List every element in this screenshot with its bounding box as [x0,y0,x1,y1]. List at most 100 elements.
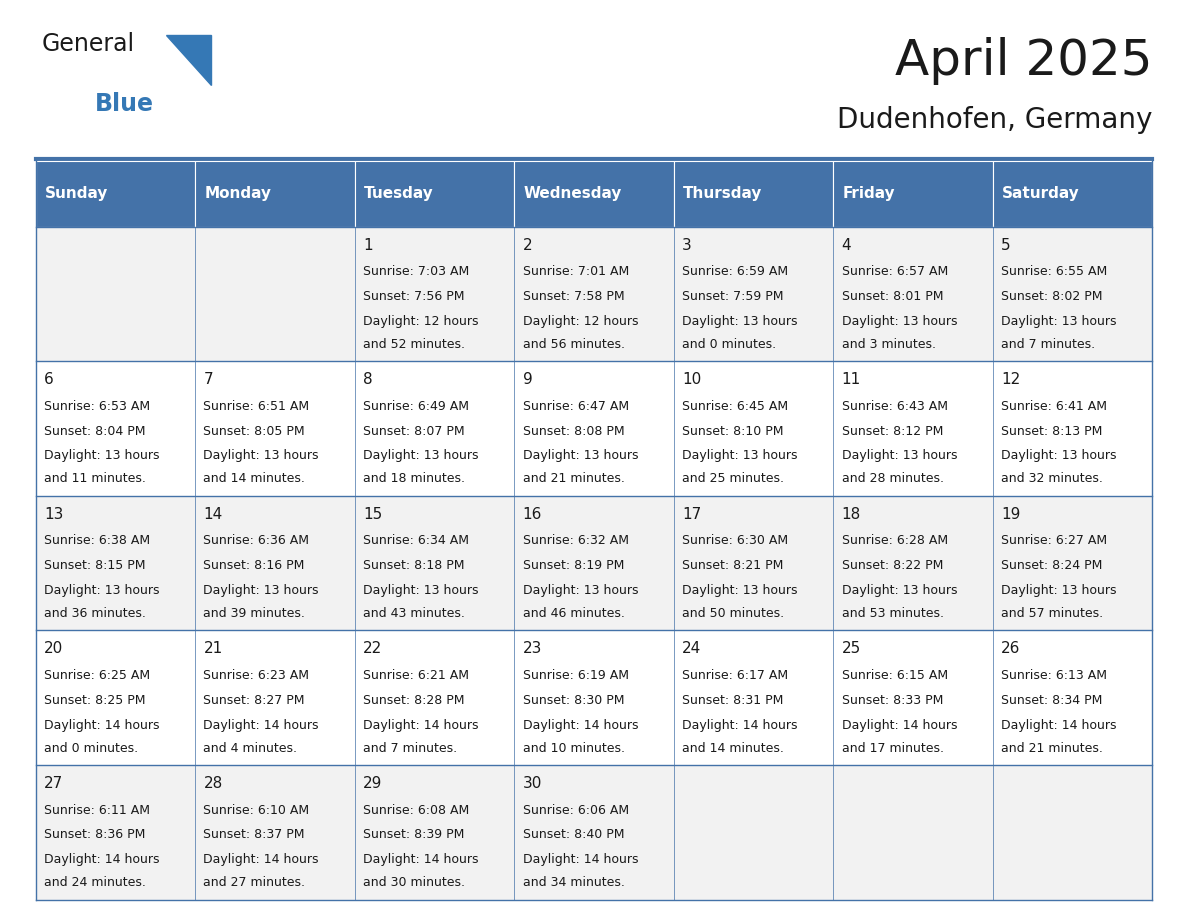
Text: 6: 6 [44,373,53,387]
Text: Dudenhofen, Germany: Dudenhofen, Germany [838,106,1152,134]
Text: 12: 12 [1001,373,1020,387]
Text: Sunset: 8:33 PM: Sunset: 8:33 PM [841,694,943,707]
Text: Sunset: 7:56 PM: Sunset: 7:56 PM [364,290,465,303]
Text: 16: 16 [523,507,542,522]
Text: Daylight: 14 hours: Daylight: 14 hours [523,719,638,732]
Text: and 14 minutes.: and 14 minutes. [203,473,305,486]
Text: Sunrise: 6:13 AM: Sunrise: 6:13 AM [1001,669,1107,682]
Text: Sunset: 8:18 PM: Sunset: 8:18 PM [364,559,465,572]
Text: Sunrise: 6:45 AM: Sunrise: 6:45 AM [682,400,788,413]
Text: Sunrise: 6:32 AM: Sunrise: 6:32 AM [523,534,628,547]
Text: Sunset: 8:02 PM: Sunset: 8:02 PM [1001,290,1102,303]
Text: and 50 minutes.: and 50 minutes. [682,607,784,620]
Text: Sunrise: 6:19 AM: Sunrise: 6:19 AM [523,669,628,682]
Text: Sunset: 8:10 PM: Sunset: 8:10 PM [682,425,784,438]
Text: Sunset: 8:12 PM: Sunset: 8:12 PM [841,425,943,438]
Text: Sunset: 8:05 PM: Sunset: 8:05 PM [203,425,305,438]
Text: 19: 19 [1001,507,1020,522]
Text: and 18 minutes.: and 18 minutes. [364,473,465,486]
Text: and 32 minutes.: and 32 minutes. [1001,473,1102,486]
Text: and 24 minutes.: and 24 minutes. [44,876,146,890]
Bar [993,161,1152,227]
Text: 15: 15 [364,507,383,522]
Text: Daylight: 13 hours: Daylight: 13 hours [44,584,159,597]
Text: Sunrise: 6:27 AM: Sunrise: 6:27 AM [1001,534,1107,547]
Text: 2: 2 [523,238,532,252]
Text: and 52 minutes.: and 52 minutes. [364,338,465,351]
Text: Daylight: 13 hours: Daylight: 13 hours [203,450,320,463]
Text: Tuesday: Tuesday [365,186,434,201]
Text: 20: 20 [44,642,63,656]
Text: Sunrise: 6:49 AM: Sunrise: 6:49 AM [364,400,469,413]
Text: and 21 minutes.: and 21 minutes. [523,473,625,486]
Text: 3: 3 [682,238,691,252]
Text: Sunrise: 6:36 AM: Sunrise: 6:36 AM [203,534,310,547]
Text: Sunrise: 6:38 AM: Sunrise: 6:38 AM [44,534,150,547]
Text: Wednesday: Wednesday [524,186,623,201]
Bar [195,161,355,227]
Text: Daylight: 13 hours: Daylight: 13 hours [44,450,159,463]
Text: Sunset: 8:40 PM: Sunset: 8:40 PM [523,828,624,842]
Text: Daylight: 14 hours: Daylight: 14 hours [523,853,638,867]
Text: Daylight: 14 hours: Daylight: 14 hours [203,719,320,732]
Text: Sunrise: 6:30 AM: Sunrise: 6:30 AM [682,534,788,547]
Text: Sunset: 8:13 PM: Sunset: 8:13 PM [1001,425,1102,438]
Text: Sunset: 8:22 PM: Sunset: 8:22 PM [841,559,943,572]
Text: and 10 minutes.: and 10 minutes. [523,742,625,755]
Text: 22: 22 [364,642,383,656]
Text: Sunset: 8:15 PM: Sunset: 8:15 PM [44,559,145,572]
Text: Sunset: 8:37 PM: Sunset: 8:37 PM [203,828,305,842]
Text: Sunrise: 6:34 AM: Sunrise: 6:34 AM [364,534,469,547]
Bar [833,161,993,227]
Text: 17: 17 [682,507,701,522]
Text: 8: 8 [364,373,373,387]
Text: Daylight: 12 hours: Daylight: 12 hours [364,315,479,328]
Text: Sunrise: 6:17 AM: Sunrise: 6:17 AM [682,669,788,682]
Text: Daylight: 13 hours: Daylight: 13 hours [203,584,320,597]
Text: Sunset: 8:19 PM: Sunset: 8:19 PM [523,559,624,572]
Text: Daylight: 14 hours: Daylight: 14 hours [841,719,958,732]
Text: and 53 minutes.: and 53 minutes. [841,607,943,620]
Text: Sunset: 8:07 PM: Sunset: 8:07 PM [364,425,465,438]
Text: Daylight: 14 hours: Daylight: 14 hours [1001,719,1117,732]
Text: April 2025: April 2025 [895,37,1152,84]
Text: Saturday: Saturday [1003,186,1080,201]
Text: Daylight: 12 hours: Daylight: 12 hours [523,315,638,328]
Text: Daylight: 13 hours: Daylight: 13 hours [841,315,958,328]
Text: Daylight: 14 hours: Daylight: 14 hours [364,853,479,867]
Bar [514,161,674,227]
Bar [36,161,195,227]
Text: Sunset: 8:04 PM: Sunset: 8:04 PM [44,425,145,438]
Text: and 39 minutes.: and 39 minutes. [203,607,305,620]
Text: Daylight: 14 hours: Daylight: 14 hours [682,719,797,732]
Text: and 0 minutes.: and 0 minutes. [44,742,138,755]
Text: 26: 26 [1001,642,1020,656]
Text: and 17 minutes.: and 17 minutes. [841,742,943,755]
Polygon shape [166,35,211,85]
Text: Sunrise: 6:11 AM: Sunrise: 6:11 AM [44,803,150,817]
Text: Sunset: 8:28 PM: Sunset: 8:28 PM [364,694,465,707]
Text: Daylight: 13 hours: Daylight: 13 hours [523,450,638,463]
Text: Sunrise: 6:08 AM: Sunrise: 6:08 AM [364,803,469,817]
Text: Sunrise: 6:51 AM: Sunrise: 6:51 AM [203,400,310,413]
Text: and 43 minutes.: and 43 minutes. [364,607,465,620]
Text: 23: 23 [523,642,542,656]
Text: and 46 minutes.: and 46 minutes. [523,607,625,620]
Text: 13: 13 [44,507,63,522]
Text: Sunset: 7:59 PM: Sunset: 7:59 PM [682,290,784,303]
Text: 24: 24 [682,642,701,656]
Text: 5: 5 [1001,238,1011,252]
Text: Sunset: 8:36 PM: Sunset: 8:36 PM [44,828,145,842]
Bar [36,227,1152,362]
Text: Sunset: 8:25 PM: Sunset: 8:25 PM [44,694,145,707]
Text: 27: 27 [44,776,63,791]
Text: Sunset: 8:31 PM: Sunset: 8:31 PM [682,694,783,707]
Text: Daylight: 13 hours: Daylight: 13 hours [682,450,797,463]
Text: Sunrise: 6:47 AM: Sunrise: 6:47 AM [523,400,628,413]
Text: Sunset: 8:16 PM: Sunset: 8:16 PM [203,559,305,572]
Text: and 27 minutes.: and 27 minutes. [203,876,305,890]
Text: Daylight: 13 hours: Daylight: 13 hours [523,584,638,597]
Text: and 34 minutes.: and 34 minutes. [523,876,625,890]
Text: Sunrise: 6:59 AM: Sunrise: 6:59 AM [682,265,788,278]
Text: Daylight: 14 hours: Daylight: 14 hours [364,719,479,732]
